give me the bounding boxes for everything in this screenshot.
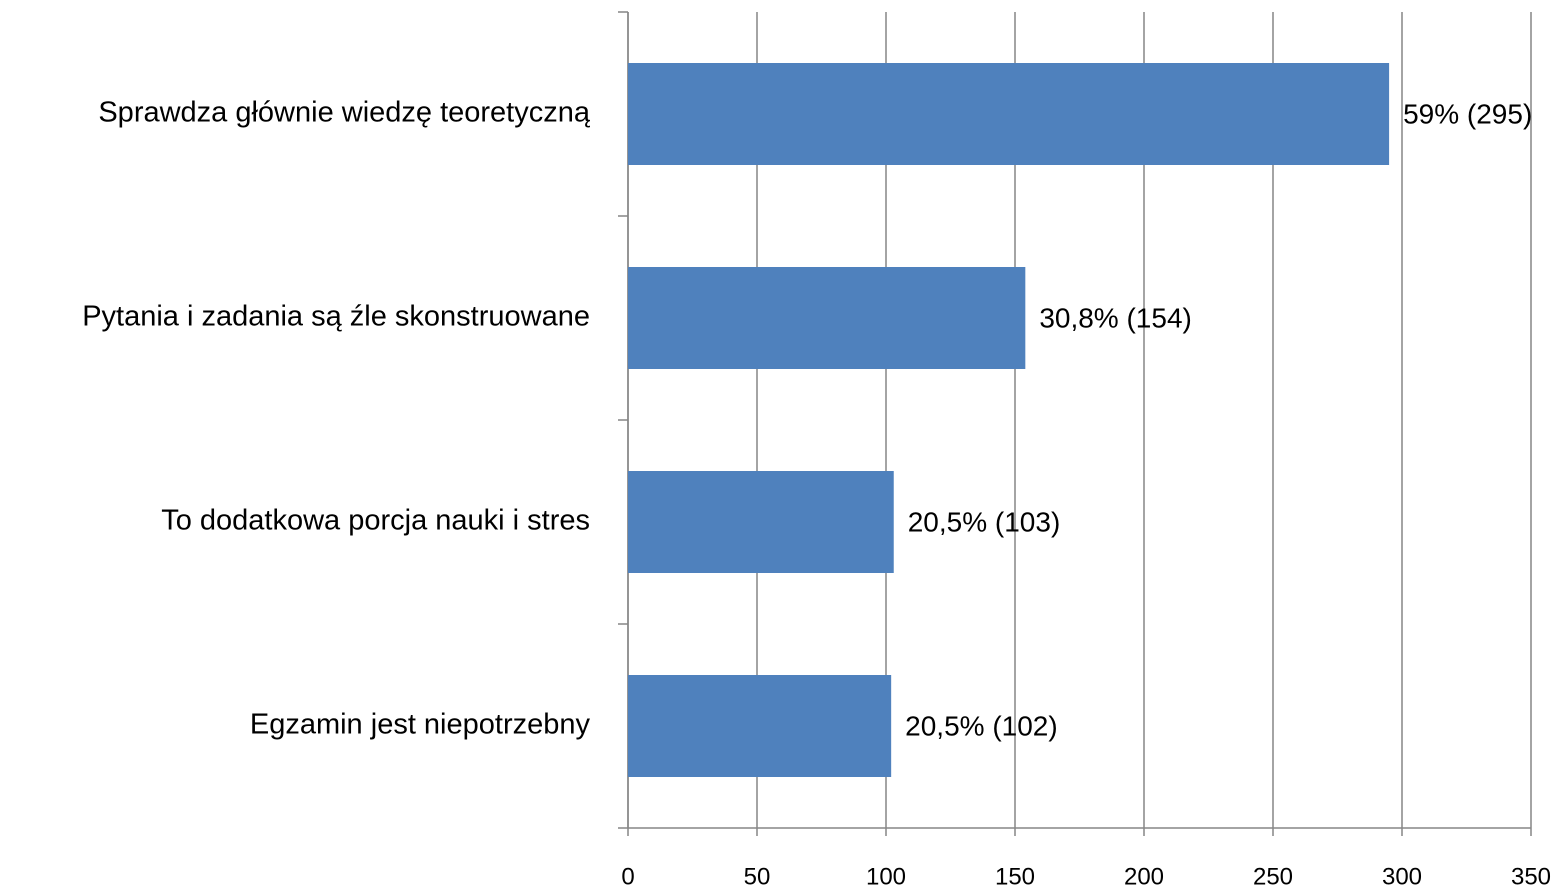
bar [628,63,1390,165]
y-tick-label: Pytania i zadania są źle skonstruowane [82,301,590,333]
x-tick-label: 250 [1253,863,1293,890]
y-tick-label: Sprawdza głównie wiedzę teoretyczną [98,97,591,129]
value-label: 20,5% (103) [908,506,1061,537]
bar [628,471,894,573]
x-tick-label: 150 [995,863,1035,890]
x-tick-label: 100 [866,863,906,890]
bar [628,675,892,777]
value-label: 30,8% (154) [1039,302,1192,333]
x-tick-label: 200 [1124,863,1164,890]
x-tick-label: 50 [744,863,771,890]
value-label: 20,5% (102) [905,710,1058,741]
y-tick-label: Egzamin jest niepotrzebny [250,709,591,741]
value-label: 59% (295) [1403,98,1532,129]
x-tick-label: 350 [1511,863,1551,890]
x-tick-label: 300 [1382,863,1422,890]
y-tick-label: To dodatkowa porcja nauki i stres [161,505,590,537]
x-tick-label: 0 [621,863,634,890]
bar [628,267,1026,369]
